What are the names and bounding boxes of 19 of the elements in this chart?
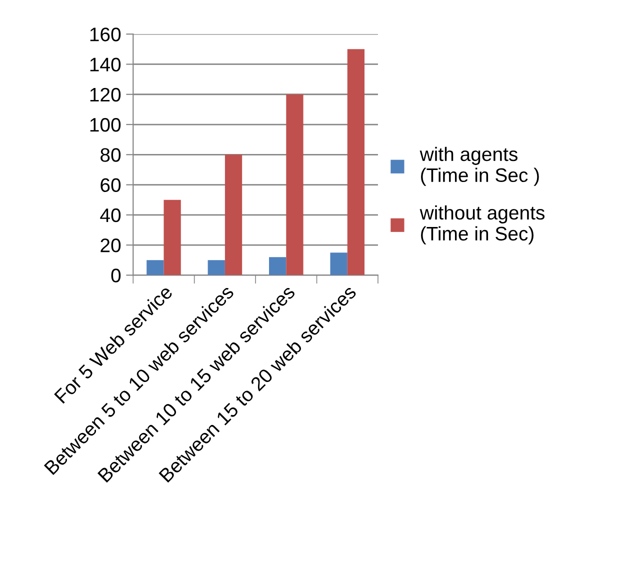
y-tick-label: 60 (100, 178, 121, 192)
y-tick-label: 80 (100, 148, 121, 162)
bar (146, 260, 164, 276)
y-tick-label: 20 (100, 238, 121, 252)
bar (269, 257, 286, 276)
y-tick-label: 0 (111, 268, 121, 282)
bar (286, 94, 304, 276)
bar (330, 252, 348, 276)
y-tick-label: 160 (90, 28, 121, 42)
legend-label: without agents (Time in Sec) (420, 205, 544, 244)
y-tick-label: 120 (90, 88, 121, 102)
y-tick-label: 100 (90, 118, 121, 132)
bar (347, 49, 365, 276)
y-tick-label: 40 (100, 208, 121, 222)
bar (224, 154, 242, 276)
y-tick-label: 140 (90, 58, 121, 72)
bar (208, 260, 225, 276)
bar (164, 200, 181, 276)
legend-label: with agents (Time in Sec ) (420, 146, 539, 186)
